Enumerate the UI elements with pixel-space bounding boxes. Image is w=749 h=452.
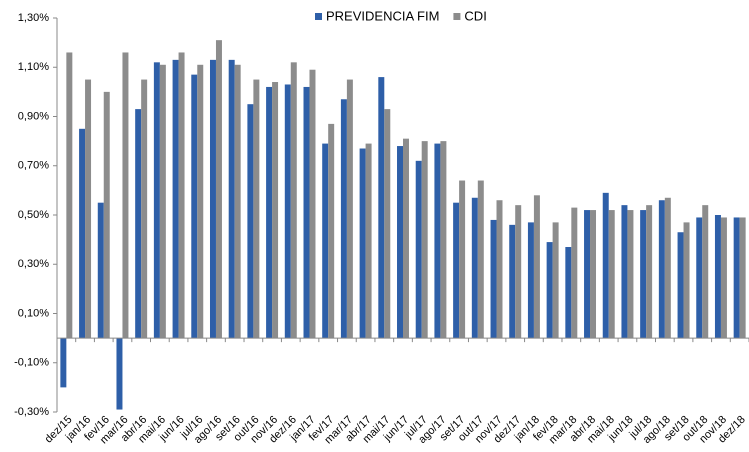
- bar: [159, 64, 166, 339]
- bar: [527, 222, 534, 339]
- bar: [421, 141, 428, 339]
- bar: [509, 224, 516, 339]
- bar: [646, 205, 653, 339]
- y-tick-label: 0,30%: [18, 258, 49, 270]
- bar: [602, 192, 609, 339]
- bar: [384, 109, 391, 339]
- bar: [103, 91, 110, 339]
- bar: [309, 69, 316, 339]
- bar: [247, 104, 254, 339]
- bar: [79, 128, 86, 339]
- bar: [116, 338, 123, 410]
- bar: [714, 215, 721, 339]
- bar: [191, 74, 198, 339]
- y-tick-label: 0,70%: [18, 160, 49, 172]
- bar: [365, 143, 372, 339]
- bar: [66, 52, 73, 339]
- bar: [340, 99, 347, 339]
- bar: [303, 86, 310, 339]
- bar: [284, 84, 291, 339]
- bar: [209, 59, 216, 339]
- y-tick-label: 1,10%: [18, 61, 49, 73]
- bar: [85, 79, 92, 339]
- bar: [696, 217, 703, 339]
- legend-label: CDI: [464, 8, 486, 23]
- bar: [590, 210, 597, 339]
- bar: [571, 207, 578, 339]
- bar: [122, 52, 129, 339]
- bar: [328, 123, 335, 339]
- bar: [552, 222, 559, 339]
- bar: [322, 143, 329, 339]
- bar: [378, 77, 385, 339]
- y-tick-label: -0,10%: [14, 357, 49, 369]
- bar: [415, 160, 422, 339]
- legend-swatch: [315, 13, 322, 20]
- bar: [60, 338, 67, 388]
- bar: [640, 210, 647, 339]
- bar: [546, 242, 553, 339]
- bar: [471, 197, 478, 339]
- y-tick-label: 0,90%: [18, 110, 49, 122]
- y-tick-label: 1,30%: [18, 12, 49, 24]
- bar: [490, 219, 497, 339]
- bar: [533, 195, 540, 339]
- bar: [197, 64, 204, 339]
- bar: [346, 79, 353, 339]
- y-tick-label: 0,10%: [18, 307, 49, 319]
- bar: [720, 217, 727, 339]
- y-tick-label: -0,30%: [14, 406, 49, 418]
- bar: [215, 40, 222, 339]
- bar: [608, 210, 615, 339]
- bar: [440, 141, 447, 339]
- bar: [584, 210, 591, 339]
- legend-label: PREVIDENCIA FIM: [326, 8, 439, 23]
- bar: [683, 222, 690, 339]
- bar: [621, 205, 628, 339]
- y-tick-label: 0,50%: [18, 209, 49, 221]
- bar: [135, 109, 142, 339]
- bar: [459, 180, 466, 339]
- bar: [272, 82, 279, 339]
- bar: [664, 197, 671, 339]
- legend-swatch: [453, 13, 461, 20]
- bar: [434, 143, 441, 339]
- bar: [515, 205, 522, 339]
- bar: [172, 59, 179, 339]
- bar: [403, 138, 409, 339]
- bar: [153, 62, 160, 339]
- bar: [627, 210, 634, 339]
- bar: [496, 200, 503, 339]
- bar: [228, 59, 235, 339]
- bar: [141, 79, 148, 339]
- bar: [290, 62, 297, 339]
- bar: [565, 247, 572, 339]
- bar: [234, 64, 241, 339]
- bar: [97, 202, 104, 339]
- bar: [253, 79, 260, 339]
- bar: [739, 217, 746, 339]
- bar: [477, 180, 484, 339]
- bar: [677, 232, 684, 339]
- bar: [266, 86, 273, 339]
- bar: [359, 148, 366, 339]
- bar: [733, 217, 740, 339]
- bar: [658, 200, 665, 339]
- bar: [178, 52, 185, 339]
- bar: [702, 205, 709, 339]
- bar: [453, 202, 460, 339]
- bar: [397, 146, 403, 339]
